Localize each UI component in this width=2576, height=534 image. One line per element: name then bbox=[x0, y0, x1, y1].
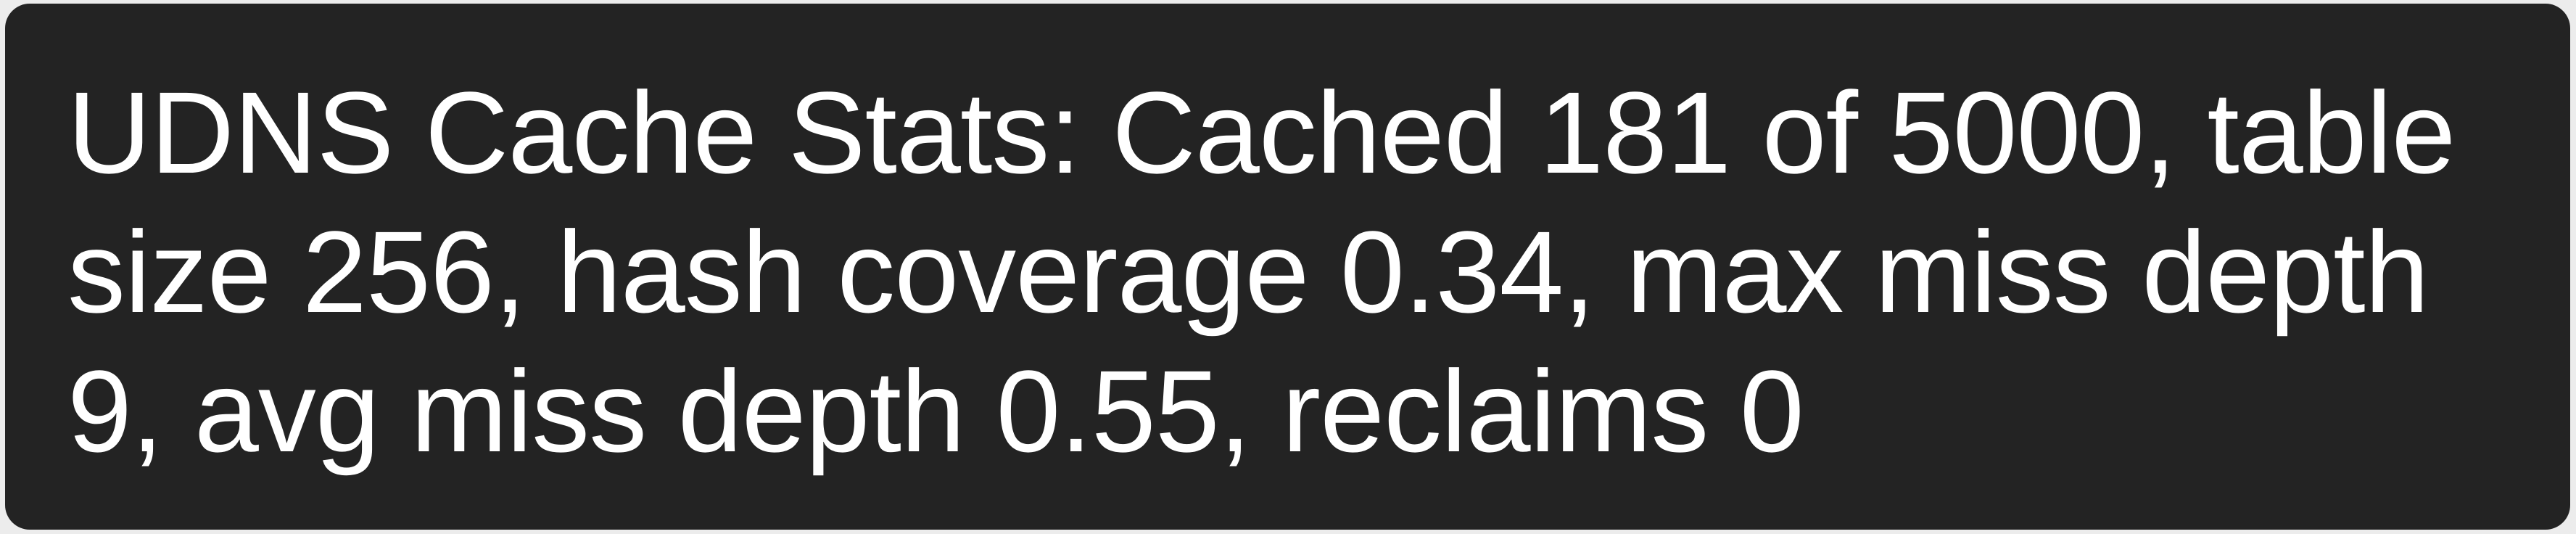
cache-stats-panel: UDNS Cache Stats: Cached 181 of 5000, ta… bbox=[5, 4, 2570, 530]
message-line: 9, avg miss depth 0.55, reclaims 0 bbox=[67, 346, 1804, 476]
message-line: size 256, hash coverage 0.34, max miss d… bbox=[67, 207, 2430, 337]
cache-stats-message: UDNS Cache Stats: Cached 181 of 5000, ta… bbox=[67, 63, 2548, 481]
message-line: UDNS Cache Stats: Cached 181 of 5000, ta… bbox=[67, 67, 2456, 197]
